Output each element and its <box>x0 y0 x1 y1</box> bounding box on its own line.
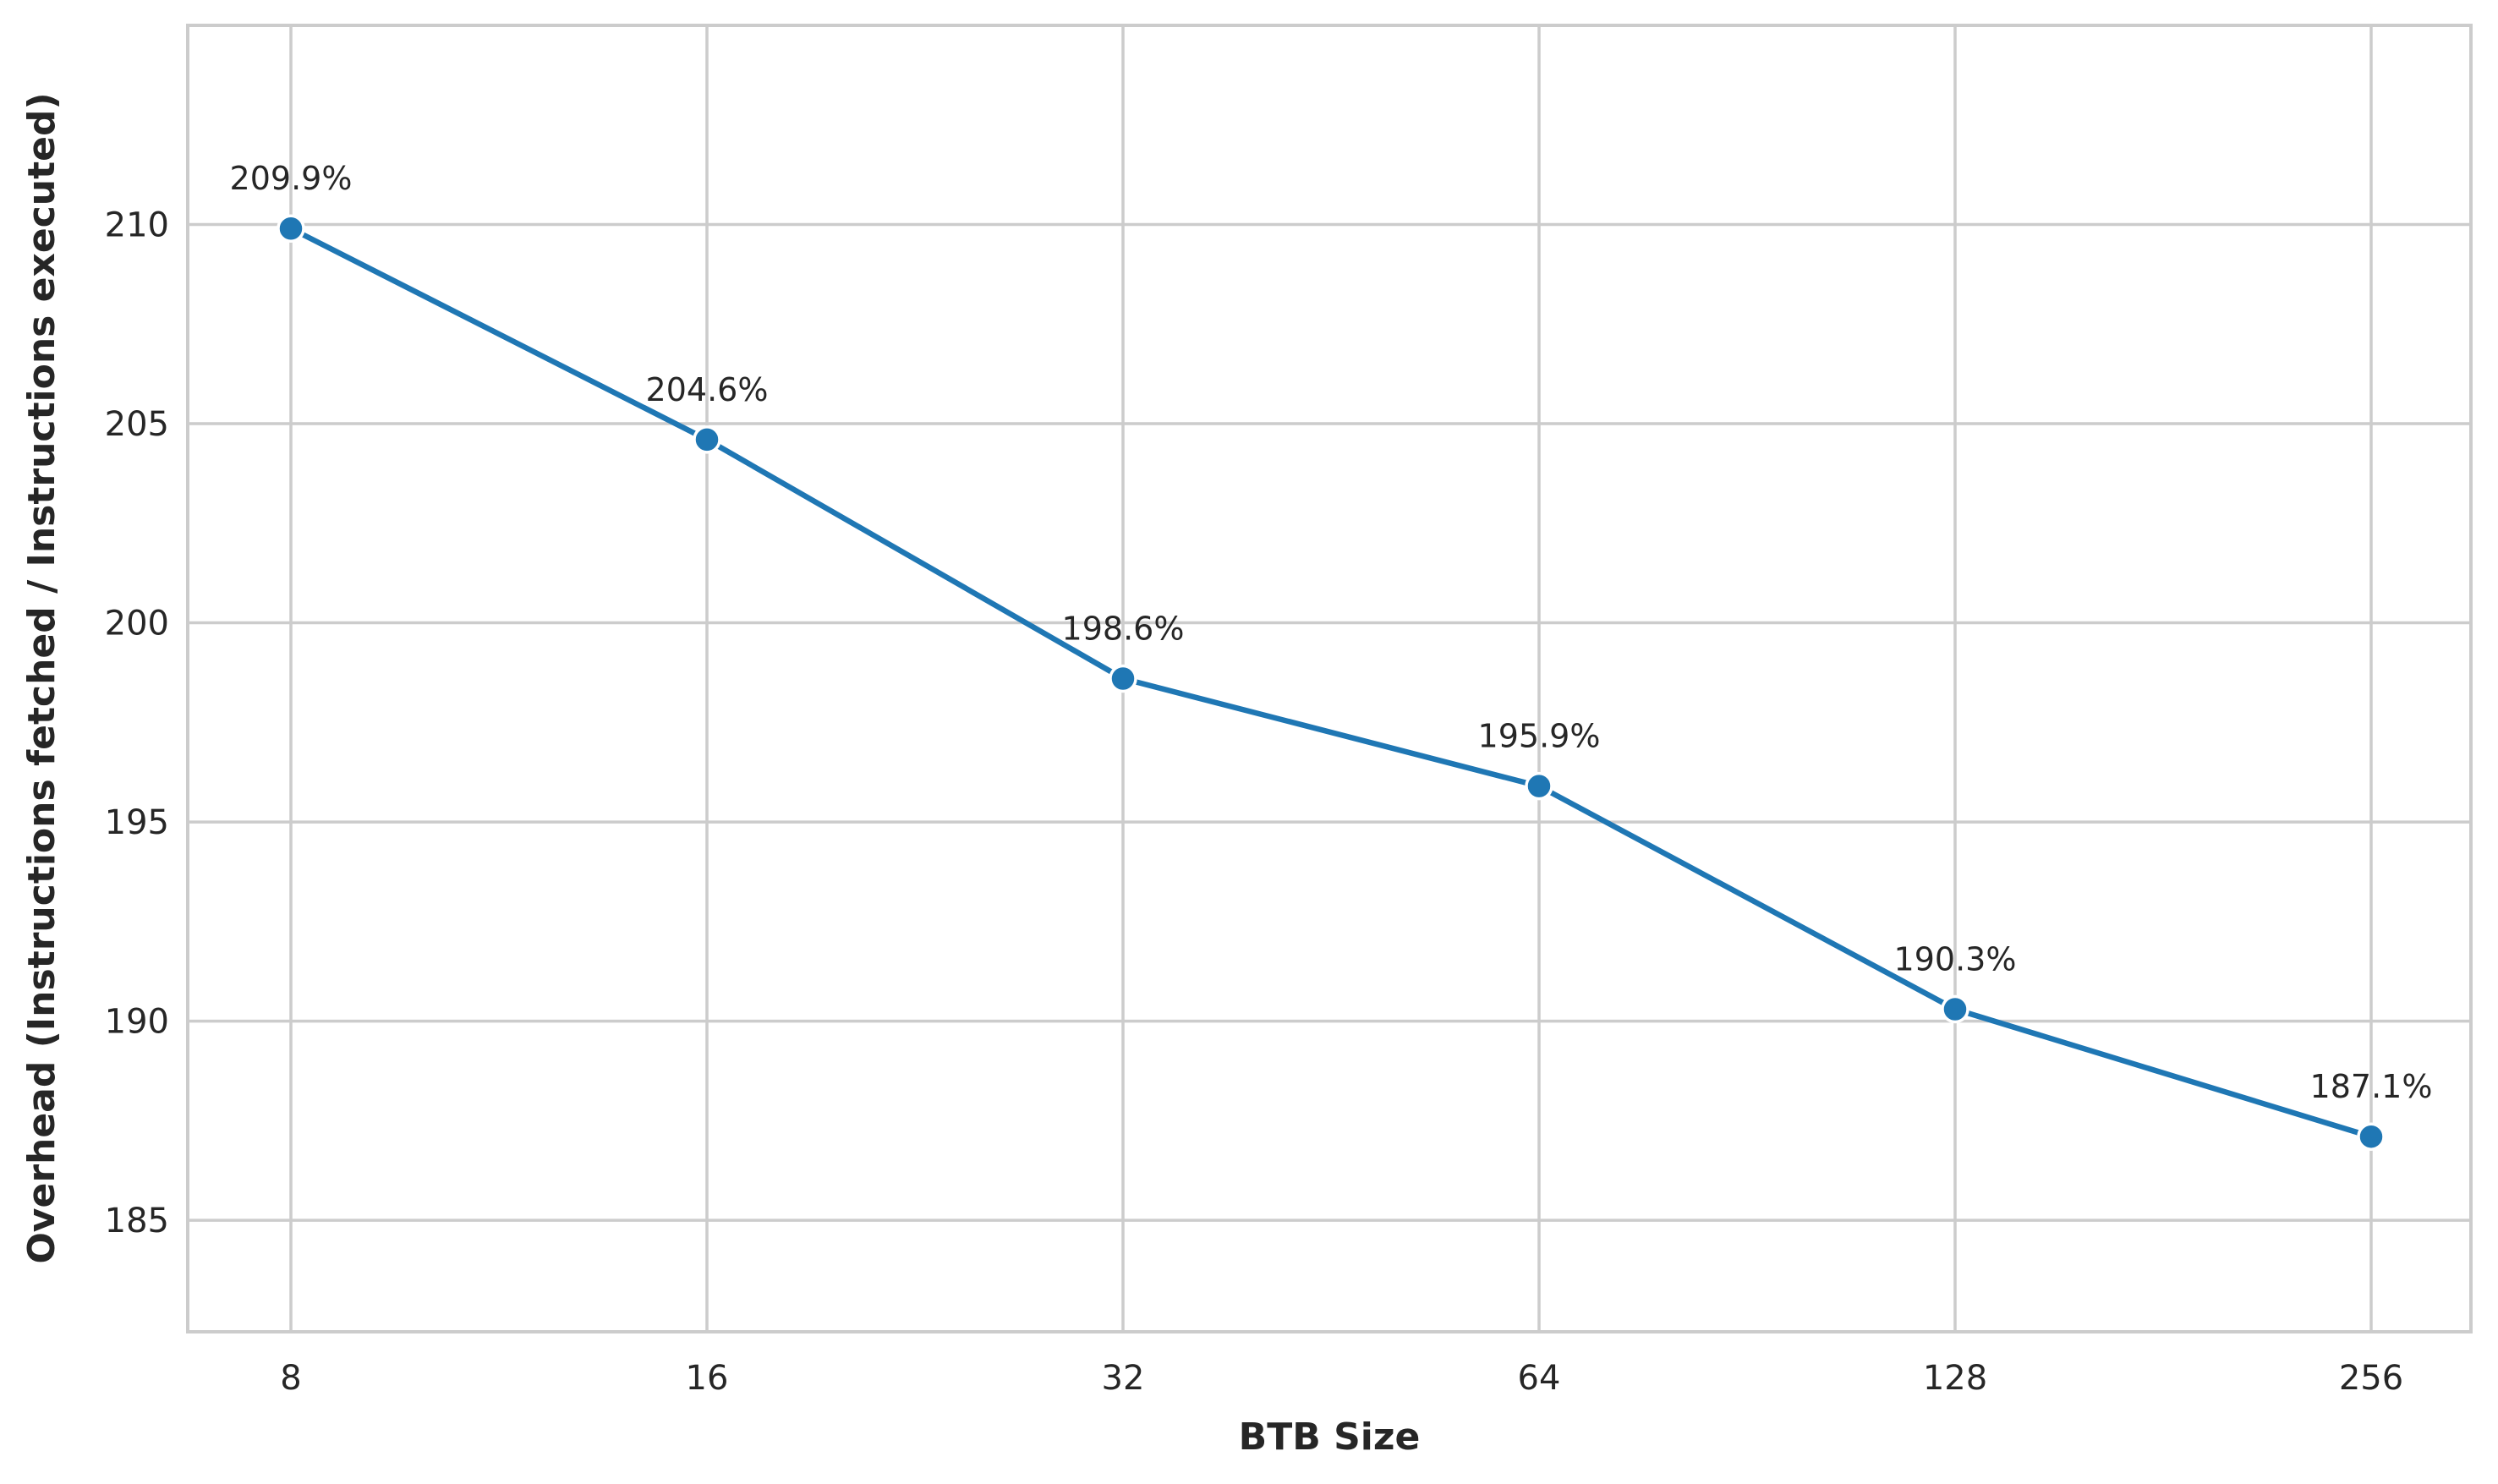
x-tick-label: 128 <box>1923 1359 1987 1398</box>
series-layer <box>288 225 2375 1140</box>
series-line <box>288 225 2375 1140</box>
marker-layer <box>277 214 2386 1151</box>
x-tick-label: 8 <box>280 1359 301 1398</box>
y-axis-title: Overhead (Instructions fetched / Instruc… <box>20 92 63 1263</box>
y-tick-label: 195 <box>105 803 169 842</box>
x-tick-label: 16 <box>686 1359 729 1398</box>
data-point <box>1109 664 1137 693</box>
grid <box>188 25 2471 1332</box>
x-tick-label: 256 <box>2339 1359 2403 1398</box>
x-axis-title: BTB Size <box>1239 1416 1421 1459</box>
data-label: 204.6% <box>646 371 769 408</box>
data-label-layer: 209.9% 204.6% 198.6% 195.9% 190.3% 187.1% <box>230 160 2433 1105</box>
y-tick-label: 190 <box>105 1003 169 1042</box>
y-tick-labels: 185 190 195 200 205 210 <box>105 206 169 1241</box>
x-tick-labels: 8 16 32 64 128 256 <box>280 1359 2403 1398</box>
y-tick-label: 200 <box>105 605 169 643</box>
data-label: 209.9% <box>230 160 353 197</box>
y-tick-label: 185 <box>105 1202 169 1240</box>
data-label: 198.6% <box>1062 611 1185 648</box>
y-tick-label: 210 <box>105 206 169 245</box>
x-tick-label: 64 <box>1518 1359 1561 1398</box>
data-point <box>1941 994 1969 1024</box>
x-tick-label: 32 <box>1102 1359 1145 1398</box>
data-label: 195.9% <box>1478 718 1601 755</box>
y-tick-label: 205 <box>105 405 169 444</box>
data-point <box>693 425 721 454</box>
plot-frame <box>186 24 2473 1333</box>
data-point <box>2357 1122 2386 1151</box>
data-point <box>277 214 305 243</box>
data-point <box>1525 771 1553 801</box>
data-label: 187.1% <box>2310 1068 2433 1105</box>
data-label: 190.3% <box>1894 940 2017 977</box>
